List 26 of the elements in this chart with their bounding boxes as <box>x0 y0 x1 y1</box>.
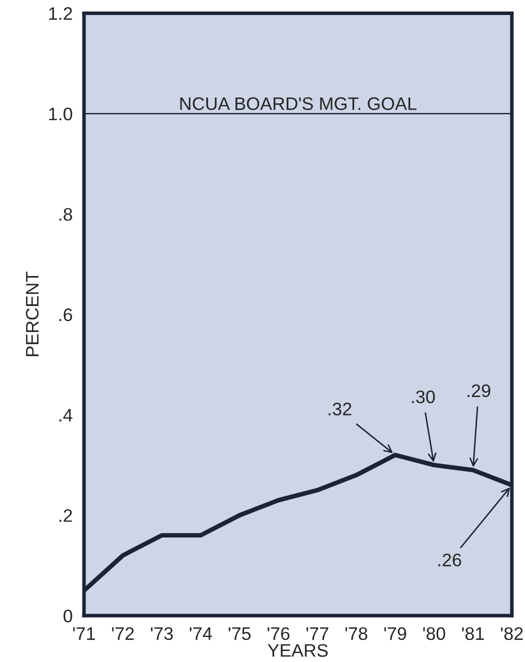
y-tick-label: .2 <box>59 509 72 522</box>
x-tick-label: '71 <box>73 627 95 640</box>
y-tick-label: 0 <box>64 610 72 622</box>
x-axis-title: YEARS <box>268 644 328 657</box>
y-tick-label: .8 <box>59 208 72 221</box>
x-tick-label: '77 <box>306 627 328 640</box>
x-tick-label: '81 <box>462 627 484 640</box>
x-tick-label: '75 <box>228 627 251 640</box>
y-tick-label: 1.0 <box>49 108 72 120</box>
x-tick-label: '76 <box>268 627 290 640</box>
annotation: .32 <box>328 402 352 416</box>
x-tick-label: '74 <box>190 627 212 640</box>
y-tick-label: .6 <box>59 308 72 322</box>
ref-line-label: NCUA BOARD'S MGT. GOAL <box>180 97 416 110</box>
x-tick-label: '80 <box>423 627 446 640</box>
x-tick-label: '79 <box>384 627 406 640</box>
x-tick-label: '78 <box>345 627 368 640</box>
annotation: .29 <box>468 384 490 398</box>
x-tick-label: '72 <box>112 627 134 640</box>
y-tick-label: 1.2 <box>49 7 72 20</box>
y-tick-label: .4 <box>59 408 72 422</box>
annotation: .26 <box>438 554 462 566</box>
annotation: .30 <box>412 390 435 404</box>
x-tick-label: '73 <box>150 627 173 640</box>
x-tick-label: '82 <box>501 627 523 640</box>
y-axis-title: PERCENT <box>26 272 39 356</box>
